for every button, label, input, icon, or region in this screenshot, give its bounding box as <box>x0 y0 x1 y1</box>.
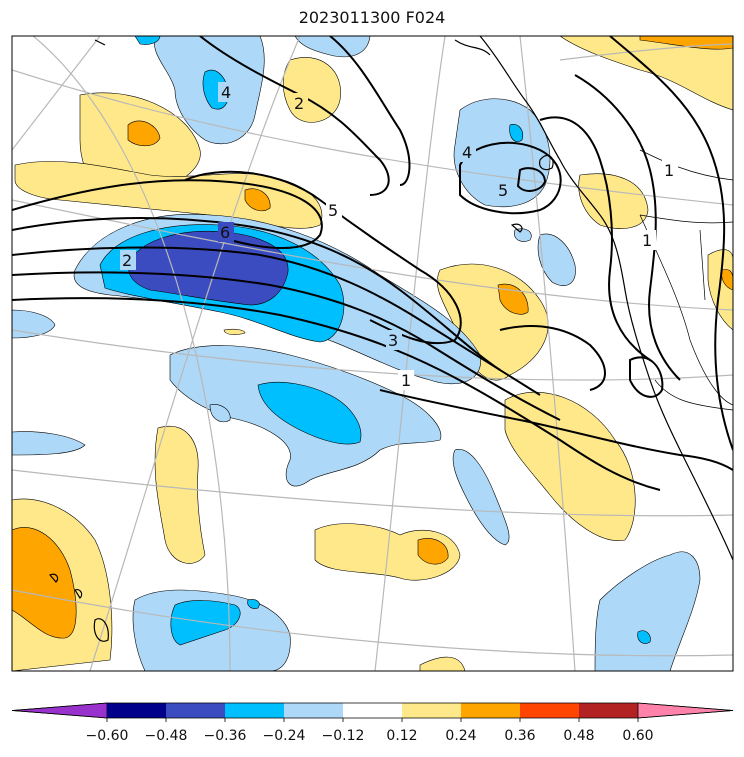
colorbar: −0.60 −0.48 −0.36 −0.24 −0.12 0.12 0.24 0.36 0.4… <box>11 702 734 744</box>
colorbar-tick-label: 0.12 <box>386 728 417 744</box>
contour-label: 2 <box>294 94 304 113</box>
contour-lines <box>12 36 733 491</box>
contour-label: 1 <box>664 161 674 180</box>
colorbar-tick-label: −0.60 <box>86 728 129 744</box>
map-title: 2023011300 F024 <box>298 8 446 27</box>
colorbar-swatch <box>520 703 580 718</box>
contour-label: 2 <box>122 251 132 270</box>
coastlines <box>49 36 733 642</box>
colorbar-extend-low <box>11 702 108 719</box>
contour-label-group: 4 2 4 5 5 6 2 3 1 1 1 <box>120 82 678 390</box>
colorbar-tick-label: −0.24 <box>263 728 306 744</box>
map-border <box>11 35 734 672</box>
colorbar-tick-label: −0.36 <box>204 728 247 744</box>
orange-fill-regions <box>12 36 733 639</box>
contour-label: 4 <box>221 83 231 102</box>
strong-negative-fill-regions <box>128 231 289 306</box>
colorbar-swatch <box>579 703 639 718</box>
colorbar-tick-label: −0.48 <box>145 728 188 744</box>
contour-label: 1 <box>642 231 652 250</box>
colorbar-swatch <box>402 703 462 718</box>
colorbar-swatch <box>166 703 226 718</box>
contour-label: 5 <box>498 181 508 200</box>
colorbar-swatch <box>461 703 521 718</box>
contour-label: 4 <box>462 143 472 162</box>
graticule <box>12 36 733 671</box>
colorbar-tick-label: 0.60 <box>622 728 653 744</box>
contour-label: 6 <box>220 223 230 242</box>
colorbar-swatch <box>284 703 344 718</box>
map-area: 4 2 4 5 5 6 2 3 1 1 1 <box>12 36 733 671</box>
colorbar-extend-high <box>637 702 734 719</box>
colorbar-tick-label: −0.12 <box>322 728 365 744</box>
contour-label: 5 <box>328 201 338 220</box>
colorbar-tick-label: 0.24 <box>445 728 476 744</box>
colorbar-tick-label: 0.48 <box>563 728 594 744</box>
colorbar-tick-label: 0.36 <box>504 728 535 744</box>
contour-label: 3 <box>388 331 398 350</box>
colorbar-swatch <box>343 703 403 718</box>
colorbar-swatch <box>107 703 167 718</box>
contour-label: 1 <box>401 371 411 390</box>
colorbar-swatch <box>225 703 285 718</box>
